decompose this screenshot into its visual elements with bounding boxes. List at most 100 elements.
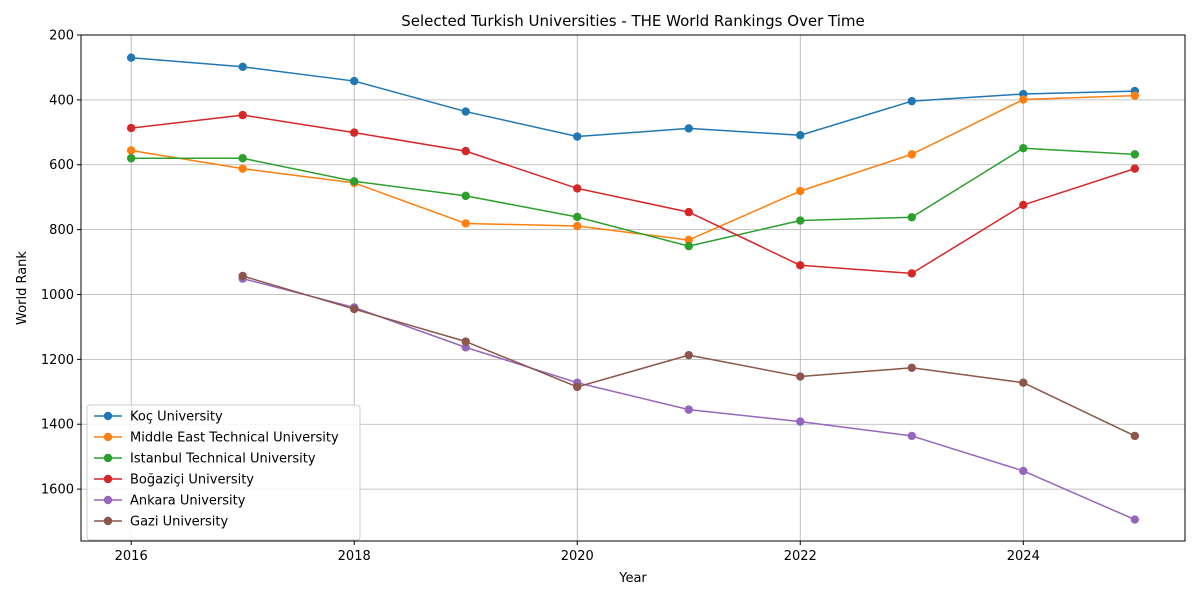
y-tick-label: 400: [49, 93, 74, 108]
legend-label: Middle East Technical University: [130, 431, 339, 446]
legend-item: Gazi University: [94, 515, 228, 530]
data-point: [238, 62, 247, 71]
series-5: [238, 271, 1140, 441]
legend-item: Istanbul Technical University: [94, 452, 316, 467]
data-point: [573, 212, 582, 222]
y-tick-label: 800: [49, 223, 74, 238]
data-point: [461, 337, 470, 346]
data-point: [461, 219, 470, 228]
data-point: [1019, 95, 1028, 104]
data-point: [1019, 466, 1028, 476]
legend-label: Istanbul Technical University: [130, 452, 316, 467]
data-point: [684, 405, 693, 414]
data-point: [684, 350, 693, 360]
data-point: [573, 382, 582, 392]
data-point: [1130, 150, 1140, 159]
legend-label: Ankara University: [130, 494, 246, 509]
legend-item: Boğaziçi University: [94, 473, 254, 488]
legend-marker: [103, 516, 113, 526]
data-point: [907, 363, 916, 372]
data-point: [684, 241, 693, 251]
data-point: [126, 154, 136, 163]
legend-item: Koç University: [94, 410, 223, 425]
data-point: [238, 271, 247, 281]
data-point: [350, 304, 359, 314]
data-point: [238, 164, 247, 173]
data-point: [573, 184, 582, 193]
legend-marker: [103, 432, 113, 442]
legend-label: Boğaziçi University: [130, 473, 254, 488]
data-point: [238, 110, 247, 120]
data-point: [573, 221, 582, 231]
legend-item: Middle East Technical University: [94, 431, 339, 446]
data-point: [1130, 164, 1140, 173]
data-point: [684, 207, 693, 217]
data-point: [796, 216, 805, 225]
data-point: [461, 146, 470, 156]
data-point: [126, 146, 136, 155]
plot-frame: [80, 34, 1186, 542]
data-point: [796, 186, 805, 196]
data-point: [796, 131, 805, 140]
data-point: [684, 124, 693, 133]
legend-label: Gazi University: [130, 515, 228, 530]
legend-box: [86, 404, 361, 541]
data-point: [126, 123, 136, 133]
y-tick-label: 1200: [41, 353, 74, 368]
legend-marker: [103, 495, 113, 505]
legend-marker: [103, 453, 113, 463]
series-layer: [126, 53, 1140, 524]
legend-marker: [103, 411, 113, 421]
axis-ticks: 2016 2018 2020 2022 2024 200 400 600 800 1000 1200…: [41, 29, 1040, 565]
data-point: [907, 269, 916, 278]
x-tick-label: 2022: [784, 549, 817, 564]
series-4: [238, 274, 1140, 524]
x-tick-label: 2024: [1007, 549, 1040, 564]
data-point: [1019, 144, 1028, 153]
legend: Koç University Middle East Technical Univ…: [86, 404, 361, 541]
data-point: [796, 372, 805, 381]
data-point: [907, 213, 916, 222]
series-line: [131, 94, 1135, 241]
data-point: [1130, 431, 1140, 441]
data-point: [907, 150, 916, 159]
data-point: [907, 96, 916, 106]
series-3: [126, 110, 1140, 278]
data-point: [684, 235, 693, 245]
data-point: [1019, 378, 1028, 387]
series-line: [131, 56, 1135, 138]
y-tick-label: 1000: [41, 288, 74, 303]
y-tick-label: 200: [49, 29, 74, 44]
data-point: [796, 417, 805, 426]
data-point: [461, 343, 470, 352]
data-point: [796, 261, 805, 270]
series-line: [131, 147, 1135, 247]
data-point: [350, 177, 359, 186]
legend-item: Ankara University: [94, 494, 246, 509]
data-point: [126, 53, 136, 62]
x-tick-label: 2018: [338, 549, 371, 564]
series-0: [126, 53, 1140, 141]
data-point: [1019, 200, 1028, 210]
data-point: [350, 128, 359, 137]
data-point: [1130, 515, 1140, 524]
legend-marker: [103, 474, 113, 484]
series-line: [131, 114, 1136, 275]
grid-lines: [81, 34, 1185, 541]
x-tick-label: 2020: [561, 549, 594, 564]
chart-title: Selected Turkish Universities - THE Worl…: [401, 12, 865, 30]
x-axis-label: Year: [618, 571, 647, 586]
data-point: [461, 107, 470, 116]
data-point: [573, 132, 582, 141]
x-tick-label: 2016: [115, 549, 148, 564]
series-2: [126, 144, 1140, 251]
data-point: [907, 431, 916, 441]
y-tick-label: 600: [49, 158, 74, 173]
data-point: [238, 154, 247, 163]
data-point: [1130, 91, 1140, 100]
data-point: [461, 191, 470, 201]
y-axis-label: World Rank: [15, 251, 30, 325]
y-tick-label: 1600: [41, 483, 74, 498]
y-tick-label: 1400: [41, 418, 74, 433]
